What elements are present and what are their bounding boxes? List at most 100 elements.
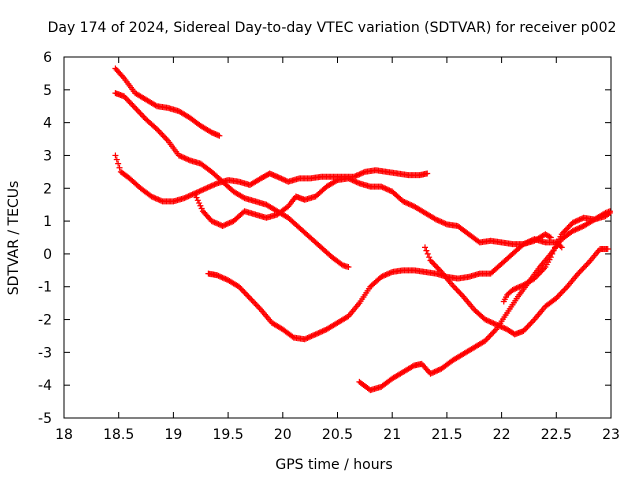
data-point <box>181 154 188 161</box>
data-point <box>153 195 160 202</box>
data-point <box>350 177 357 184</box>
data-point <box>435 266 442 273</box>
data-point <box>152 195 159 202</box>
series-sat-6 <box>422 244 611 338</box>
data-point <box>584 260 591 267</box>
data-point <box>422 244 429 251</box>
data-point <box>577 267 584 274</box>
data-point <box>184 193 191 200</box>
data-point <box>434 367 441 374</box>
data-point <box>565 224 572 231</box>
data-point <box>382 185 389 192</box>
data-point <box>156 197 163 204</box>
data-point <box>484 317 491 324</box>
data-point <box>432 368 439 375</box>
data-point <box>207 183 214 190</box>
data-point <box>192 191 199 198</box>
data-point <box>486 333 493 340</box>
data-point <box>193 194 200 201</box>
data-point <box>274 173 281 180</box>
data-point <box>140 113 147 120</box>
data-point <box>431 261 438 268</box>
x-tick-label: 18 <box>55 427 73 443</box>
data-point <box>576 269 583 276</box>
data-point <box>175 152 182 159</box>
series-sat-4 <box>192 175 554 248</box>
data-point <box>452 284 459 291</box>
data-point <box>575 217 582 224</box>
x-tick-label: 22 <box>493 427 511 443</box>
data-point <box>214 272 221 279</box>
data-point <box>311 331 318 338</box>
data-point <box>185 156 192 163</box>
data-point <box>523 325 530 332</box>
data-point <box>387 269 394 276</box>
data-point <box>517 283 524 290</box>
data-point <box>158 197 165 204</box>
data-point <box>527 320 534 327</box>
data-point <box>115 160 122 167</box>
data-point <box>557 290 564 297</box>
data-point <box>475 238 482 245</box>
data-point <box>138 112 145 119</box>
data-point <box>513 285 520 292</box>
data-point <box>560 288 567 295</box>
data-point <box>308 333 315 340</box>
data-point <box>113 156 120 163</box>
data-point <box>386 187 393 194</box>
data-point <box>220 222 227 229</box>
data-point <box>378 183 385 190</box>
data-point <box>427 370 434 377</box>
data-point <box>439 219 446 226</box>
data-point <box>401 199 408 206</box>
data-point <box>226 219 233 226</box>
data-point <box>453 286 460 293</box>
axis-ticks <box>63 56 612 419</box>
data-point <box>312 331 319 338</box>
data-point <box>382 272 389 279</box>
y-tick-label: -3 <box>38 345 52 361</box>
data-point <box>577 224 584 231</box>
data-point <box>430 260 437 267</box>
x-tick-label: 20.5 <box>322 427 353 443</box>
data-point <box>573 226 580 233</box>
data-point <box>220 275 227 282</box>
data-point <box>360 169 367 176</box>
y-tick-label: 3 <box>43 148 52 164</box>
data-point <box>307 333 314 340</box>
data-point <box>182 194 189 201</box>
data-point <box>606 209 613 216</box>
data-point <box>315 330 322 337</box>
data-point <box>539 266 546 273</box>
data-point <box>212 219 219 226</box>
data-point <box>431 368 438 375</box>
data-point <box>409 363 416 370</box>
x-tick-label: 21 <box>383 427 401 443</box>
data-point <box>424 250 431 257</box>
data-point <box>576 216 583 223</box>
data-point <box>437 218 444 225</box>
data-point <box>385 186 392 193</box>
data-point <box>379 184 386 191</box>
data-point <box>345 175 352 182</box>
y-tick-label: -5 <box>38 411 52 427</box>
y-tick-label: -1 <box>38 280 52 296</box>
data-point <box>283 204 290 211</box>
data-point <box>255 303 262 310</box>
data-point <box>163 136 170 143</box>
data-point <box>198 205 205 212</box>
data-point <box>215 272 222 279</box>
data-point <box>546 233 553 240</box>
data-point <box>203 185 210 192</box>
data-point <box>487 332 494 339</box>
data-point <box>185 193 192 200</box>
x-tick-label: 21.5 <box>431 427 462 443</box>
data-point <box>525 238 532 245</box>
series-sat-1 <box>112 65 223 139</box>
x-tick-label: 18.5 <box>103 427 134 443</box>
data-point <box>490 320 497 327</box>
data-point <box>501 325 508 332</box>
data-point <box>454 287 461 294</box>
data-point <box>246 295 253 302</box>
data-point <box>245 293 252 300</box>
